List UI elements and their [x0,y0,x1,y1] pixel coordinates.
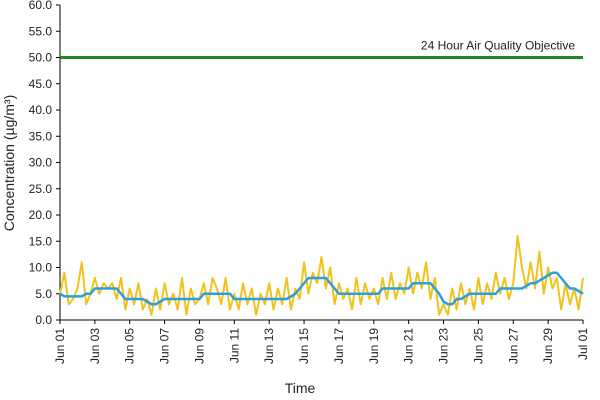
y-tick-label: 5.0 [35,287,52,301]
x-tick-label: Jun 29 [541,328,555,364]
y-tick-label: 55.0 [29,24,53,38]
y-tick-label: 60.0 [29,0,53,12]
y-tick-label: 20.0 [29,208,53,222]
x-tick-label: Jun 25 [471,328,485,364]
x-tick-label: Jun 21 [402,328,416,364]
y-tick-label: 35.0 [29,129,53,143]
x-tick-label: Jun 01 [53,328,67,364]
x-tick-label: Jun 19 [367,328,381,364]
x-tick-label: Jun 17 [332,328,346,364]
x-tick-label: Jun 15 [297,328,311,364]
y-tick-label: 0.0 [35,313,52,327]
x-tick-label: Jun 09 [192,328,206,364]
data-line [59,271,584,306]
y-tick-label: 15.0 [29,234,53,248]
y-tick-label: 40.0 [29,103,53,117]
x-tick-label: Jun 23 [437,328,451,364]
x-tick-label: Jul 01 [576,328,590,360]
x-tick-label: Jun 27 [506,328,520,364]
x-tick-label: Jun 07 [158,328,172,364]
reference-label: 24 Hour Air Quality Objective [421,39,575,53]
y-tick-label: 10.0 [29,261,53,275]
x-tick-label: Jun 11 [227,328,241,363]
x-tick-label: Jun 05 [123,328,137,364]
data-line [59,235,584,316]
x-axis-title: Time [285,380,316,396]
x-tick-label: Jun 13 [262,328,276,364]
x-tick-label: Jun 03 [88,328,102,364]
y-tick-label: 30.0 [29,156,53,170]
y-tick-label: 45.0 [29,77,53,91]
y-axis-title: Concentration (µg/m³) [1,95,17,231]
y-tick-label: 50.0 [29,51,53,65]
y-tick-label: 25.0 [29,182,53,196]
